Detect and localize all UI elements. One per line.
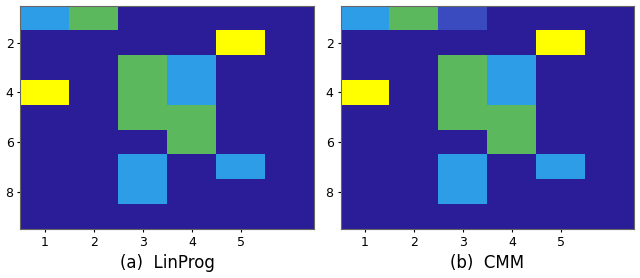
Bar: [118, 155, 168, 179]
Bar: [438, 6, 488, 30]
Bar: [70, 6, 118, 30]
X-axis label: (b)  CMM: (b) CMM: [451, 254, 525, 272]
Bar: [488, 105, 536, 130]
Bar: [536, 30, 586, 55]
Bar: [118, 105, 168, 130]
Bar: [438, 179, 488, 204]
Bar: [168, 130, 216, 155]
Bar: [118, 55, 168, 80]
Bar: [168, 80, 216, 105]
Bar: [118, 179, 168, 204]
Bar: [340, 80, 390, 105]
Bar: [168, 55, 216, 80]
Bar: [20, 80, 70, 105]
Bar: [216, 155, 266, 179]
Bar: [340, 6, 390, 30]
Bar: [438, 105, 488, 130]
Bar: [390, 6, 438, 30]
Bar: [438, 155, 488, 179]
Bar: [438, 80, 488, 105]
Bar: [216, 30, 266, 55]
Bar: [438, 55, 488, 80]
Bar: [20, 6, 70, 30]
Bar: [488, 80, 536, 105]
Bar: [118, 80, 168, 105]
Bar: [536, 155, 586, 179]
Bar: [488, 55, 536, 80]
Bar: [488, 130, 536, 155]
X-axis label: (a)  LinProg: (a) LinProg: [120, 254, 215, 272]
Bar: [168, 105, 216, 130]
